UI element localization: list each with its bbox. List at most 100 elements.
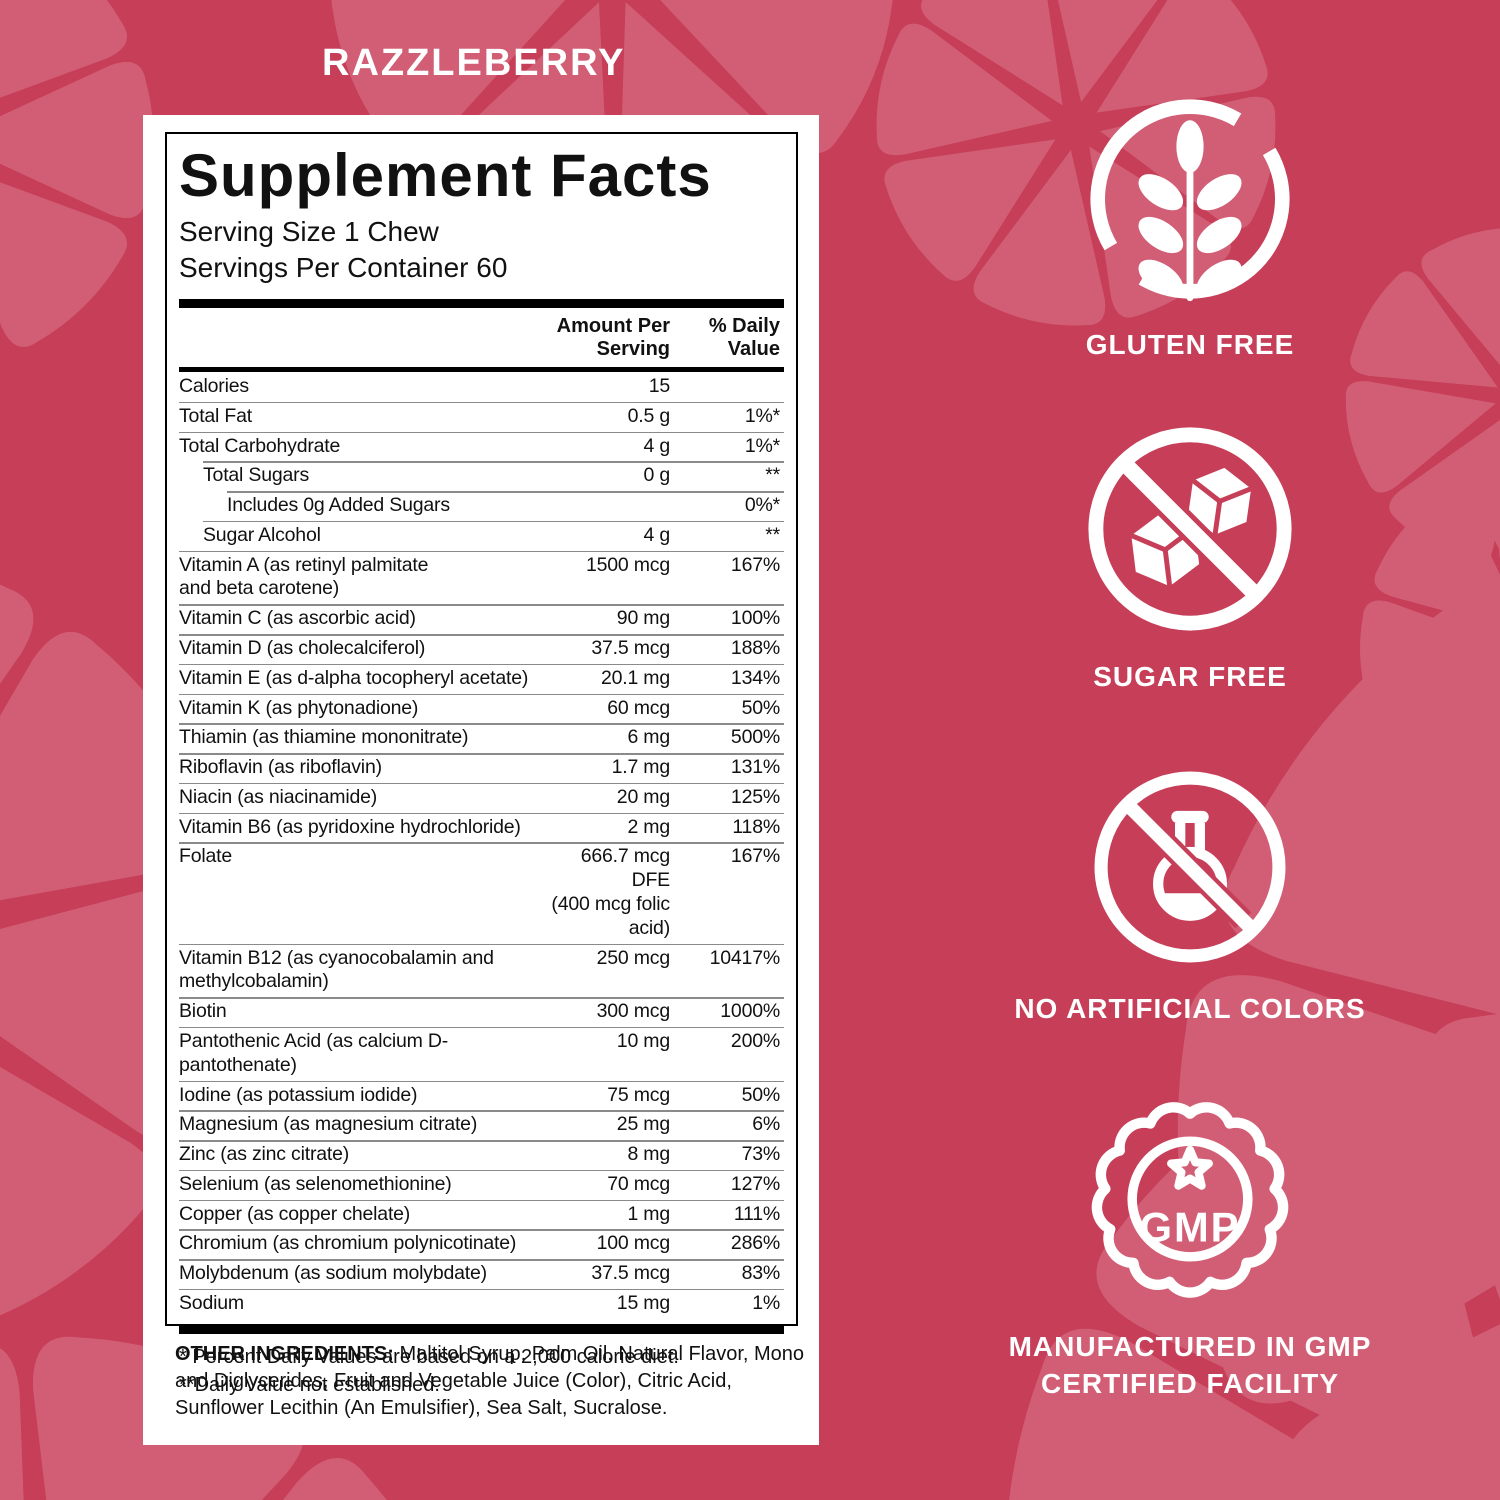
other-ingredients-text: Maltitol Syrup, Palm Oil, Natural Flavor… — [175, 1343, 805, 1419]
nutrient-daily-value: 0%* — [744, 494, 780, 517]
nutrient-row: Folate 666.7 mcg DFE (400 mcg folic acid… — [179, 842, 784, 943]
nutrient-table: Calories 15 Total Fat 0.5 g 1%* Total Ca… — [179, 372, 784, 1319]
nutrient-row: Vitamin D (as cholecalciferol) 37.5 mcg … — [179, 634, 784, 664]
nutrient-name: Vitamin B6 (as pyridoxine hydrochloride) — [179, 815, 521, 838]
nutrient-amount: 37.5 mcg — [591, 1262, 670, 1285]
nutrient-daily-value: 1000% — [720, 1000, 780, 1023]
nutrient-daily-value: 50% — [741, 696, 781, 719]
nutrient-row: Biotin 300 mcg 1000% — [179, 997, 784, 1027]
nutrient-amount: 4 g — [643, 434, 670, 457]
nutrient-name: Vitamin E (as d-alpha tocopheryl acetate… — [179, 666, 529, 689]
nutrient-row: Vitamin K (as phytonadione) 60 mcg 50% — [179, 693, 784, 724]
nutrient-row: Riboflavin (as riboflavin) 1.7 mg 131% — [179, 753, 784, 783]
nutrient-amount: 70 mcg — [607, 1172, 670, 1195]
nutrient-row: Selenium (as selenomethionine) 70 mcg 12… — [179, 1169, 784, 1200]
nutrient-row: Sodium 15 mg 1% — [179, 1288, 784, 1319]
nutrient-row: Vitamin A (as retinyl palmitate and beta… — [179, 550, 784, 605]
star-icon — [1167, 1145, 1213, 1190]
gluten-free-icon — [1090, 99, 1290, 302]
nutrient-row: Molybdenum (as sodium molybdate) 37.5 mc… — [179, 1259, 784, 1289]
nutrient-row: Total Fat 0.5 g 1%* — [179, 401, 784, 432]
nutrient-name: Vitamin C (as ascorbic acid) — [179, 607, 416, 630]
nutrient-amount: 90 mg — [616, 607, 670, 630]
nutrient-amount: 20.1 mg — [600, 666, 670, 689]
nutrient-name: Sugar Alcohol — [203, 523, 321, 546]
supplement-facts-title: Supplement Facts — [179, 142, 712, 209]
nutrient-amount: 300 mcg — [596, 1000, 671, 1023]
nutrient-amount: 1.7 mg — [611, 756, 671, 779]
nutrient-amount: 15 mg — [616, 1291, 670, 1314]
nutrient-name: Chromium (as chromium polynicotinate) — [179, 1232, 517, 1255]
nutrient-amount — [549, 494, 684, 518]
nutrient-daily-value: ** — [765, 464, 780, 487]
nutrient-row: Includes 0g Added Sugars 0%* — [179, 491, 784, 521]
nutrient-name: Pantothenic Acid (as calcium D-pantothen… — [179, 1029, 449, 1076]
nutrient-daily-value: 6% — [752, 1113, 780, 1136]
nutrient-name: Vitamin A (as retinyl palmitate and beta… — [179, 553, 429, 600]
supplement-facts-panel: Supplement Facts Serving Size 1 Chew Ser… — [143, 115, 819, 1445]
nutrient-amount: 0.5 g — [627, 404, 671, 427]
nutrient-daily-value: 200% — [730, 1029, 780, 1052]
nutrient-amount: 15 — [648, 374, 670, 397]
nutrient-amount: 2 mg — [627, 815, 670, 838]
nutrient-daily-value: 167% — [730, 553, 780, 576]
nutrient-amount: 666.7 mcg DFE (400 mcg folic acid) — [551, 845, 670, 939]
nutrient-amount: 8 mg — [627, 1143, 670, 1166]
badge-no-artificial-colors: NO ARTIFICIAL COLORS — [950, 764, 1430, 1028]
nutrient-name: Iodine (as potassium iodide) — [179, 1083, 418, 1106]
nutrient-daily-value: 1% — [752, 1291, 780, 1314]
nutrient-name: Folate — [179, 845, 232, 868]
gmp-label: MANUFACTURED IN GMP CERTIFIED FACILITY — [1008, 1331, 1372, 1399]
supplement-facts-box: Supplement Facts Serving Size 1 Chew Ser… — [165, 132, 798, 1396]
nutrient-amount: 0 g — [643, 464, 670, 487]
nutrient-row: Total Carbohydrate 4 g 1%* — [179, 431, 784, 462]
sugar-free-icon — [1088, 427, 1292, 631]
nutrient-name: Vitamin B12 (as cyanocobalamin and methy… — [179, 946, 494, 993]
nutrient-daily-value: 118% — [732, 815, 780, 838]
nutrient-row: Total Sugars 0 g ** — [179, 461, 784, 491]
nutrient-daily-value: 127% — [730, 1172, 780, 1195]
divider-thick-bottom — [179, 1324, 784, 1334]
nutrient-row: Pantothenic Acid (as calcium D-pantothen… — [179, 1026, 784, 1081]
other-ingredients: OTHER INGREDIENTS: Maltitol Syrup, Palm … — [175, 1341, 807, 1422]
nutrient-row: Copper (as copper chelate) 1 mg 111% — [179, 1199, 784, 1230]
nutrient-amount: 20 mg — [616, 785, 670, 808]
nutrient-amount: 4 g — [643, 523, 670, 546]
nutrient-name: Molybdenum (as sodium molybdate) — [179, 1262, 487, 1285]
nutrient-row: Zinc (as zinc citrate) 8 mg 73% — [179, 1140, 784, 1170]
gluten-free-label: GLUTEN FREE — [1085, 329, 1295, 360]
no-artificial-colors-label: NO ARTIFICIAL COLORS — [1014, 993, 1366, 1024]
nutrient-amount: 250 mcg — [596, 946, 671, 969]
nutrient-amount: 60 mcg — [607, 696, 670, 719]
table-header-row: Amount Per Serving % Daily Value — [179, 308, 784, 367]
nutrient-amount: 25 mg — [616, 1113, 670, 1136]
badge-gluten-free: GLUTEN FREE — [950, 92, 1430, 364]
badge-sugar-free: SUGAR FREE — [950, 420, 1430, 696]
nutrient-amount: 6 mg — [627, 726, 670, 749]
nutrient-amount: 37.5 mcg — [591, 637, 670, 659]
nutrient-row: Sugar Alcohol 4 g ** — [179, 520, 784, 551]
nutrient-row: Vitamin C (as ascorbic acid) 90 mg 100% — [179, 604, 784, 634]
nutrient-name: Includes 0g Added Sugars — [227, 494, 450, 517]
divider-medium — [179, 366, 784, 372]
nutrient-row: Magnesium (as magnesium citrate) 25 mg 6… — [179, 1110, 784, 1140]
nutrient-daily-value — [684, 375, 784, 399]
footnote-not-established: **Daily Value not established. — [179, 1373, 440, 1396]
servings-per-container: Servings Per Container 60 — [179, 252, 508, 284]
nutrient-daily-value: 100% — [730, 607, 780, 630]
badge-gmp: GMP MANUFACTURED IN GMP CERTIFIED FACILI… — [950, 1090, 1430, 1403]
nutrient-amount: 1500 mcg — [585, 553, 670, 576]
nutrient-name: Biotin — [179, 1000, 227, 1023]
nutrient-name: Sodium — [179, 1291, 244, 1314]
nutrient-daily-value: 50% — [741, 1083, 781, 1106]
nutrient-name: Thiamin (as thiamine mononitrate) — [179, 726, 469, 749]
nutrient-name: Zinc (as zinc citrate) — [179, 1143, 350, 1166]
nutrient-amount: 10 mg — [616, 1029, 670, 1052]
gmp-seal-text: GMP — [1140, 1204, 1241, 1251]
nutrient-name: Calories — [179, 374, 249, 397]
nutrient-daily-value: ** — [765, 523, 780, 546]
nutrient-amount: 75 mcg — [607, 1083, 670, 1106]
other-ingredients-label: OTHER INGREDIENTS: — [175, 1343, 394, 1365]
no-artificial-colors-icon — [1094, 771, 1286, 963]
